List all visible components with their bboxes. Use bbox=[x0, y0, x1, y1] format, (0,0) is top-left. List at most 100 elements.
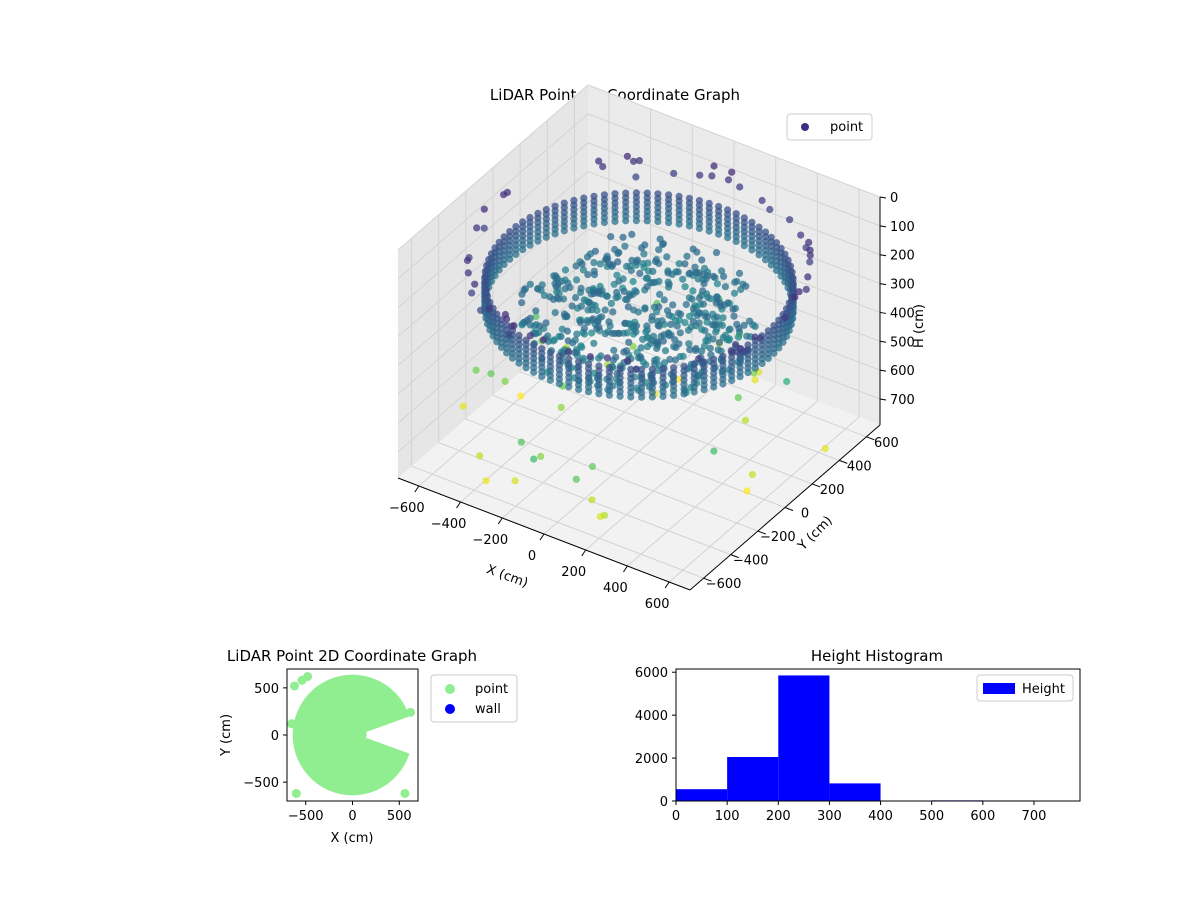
lidar-point bbox=[460, 403, 467, 410]
lidar-point bbox=[637, 353, 644, 360]
lidar-point bbox=[532, 307, 539, 314]
lidar-point bbox=[652, 258, 659, 265]
chart-3d-z-tick bbox=[880, 370, 886, 371]
lidar-point bbox=[536, 322, 543, 329]
lidar-point bbox=[655, 322, 662, 329]
lidar-point bbox=[786, 216, 793, 223]
lidar-point bbox=[653, 339, 660, 346]
lidar-point bbox=[655, 246, 662, 253]
lidar-point bbox=[702, 337, 709, 344]
histogram-bar bbox=[829, 783, 880, 801]
chart-2d-x-tick-label: 500 bbox=[387, 809, 412, 824]
lidar-point bbox=[613, 294, 620, 301]
lidar-point bbox=[698, 256, 705, 263]
lidar-point bbox=[619, 234, 626, 241]
lidar-point bbox=[675, 310, 682, 317]
chart-3d: LiDAR Point 3D Coordinate Graph −600−400… bbox=[389, 85, 927, 612]
lidar-point bbox=[736, 183, 743, 190]
lidar-point bbox=[616, 330, 623, 337]
lidar-point bbox=[696, 172, 703, 179]
lidar-point bbox=[719, 322, 726, 329]
lidar-point bbox=[679, 276, 686, 283]
lidar-point bbox=[667, 321, 674, 328]
lidar-point bbox=[587, 353, 594, 360]
lidar-point bbox=[633, 217, 640, 224]
lidar-point bbox=[558, 333, 565, 340]
lidar-point bbox=[737, 373, 744, 380]
chart-3d-x-tick bbox=[665, 582, 669, 588]
lidar-point bbox=[663, 253, 670, 260]
lidar-point bbox=[741, 242, 748, 249]
lidar-point bbox=[471, 281, 478, 288]
lidar-point bbox=[608, 300, 615, 307]
lidar-point bbox=[680, 390, 687, 397]
lidar-point bbox=[733, 238, 740, 245]
chart-3d-z-tick-label: 100 bbox=[890, 220, 915, 235]
lidar-point bbox=[601, 512, 608, 519]
lidar-point bbox=[765, 355, 772, 362]
lidar-point bbox=[681, 260, 688, 267]
lidar-point bbox=[726, 326, 733, 333]
lidar-point bbox=[482, 477, 489, 484]
lidar-point bbox=[724, 299, 731, 306]
lidar-point bbox=[635, 308, 642, 315]
chart-3d-x-tick-label: 600 bbox=[645, 597, 670, 612]
lidar-point bbox=[681, 319, 688, 326]
lidar-point bbox=[803, 286, 810, 293]
lidar-point bbox=[592, 248, 599, 255]
scatter-point bbox=[287, 719, 296, 728]
lidar-point bbox=[621, 288, 628, 295]
lidar-point bbox=[638, 344, 645, 351]
lidar-point bbox=[589, 315, 596, 322]
chart-2d-y-tick-label: 0 bbox=[271, 729, 279, 744]
lidar-point bbox=[605, 318, 612, 325]
chart-3d-z-tick bbox=[880, 312, 886, 313]
lidar-point bbox=[720, 273, 727, 280]
lidar-point bbox=[736, 270, 743, 277]
lidar-point bbox=[624, 357, 631, 364]
lidar-point bbox=[749, 471, 756, 478]
histogram-x-tick-label: 200 bbox=[766, 809, 791, 824]
histogram-bar bbox=[727, 757, 778, 801]
lidar-point bbox=[620, 348, 627, 355]
chart-3d-z-label: H (cm) bbox=[912, 304, 927, 348]
lidar-point bbox=[766, 206, 773, 213]
lidar-point bbox=[687, 270, 694, 277]
lidar-point bbox=[715, 231, 722, 238]
lidar-point bbox=[625, 303, 632, 310]
chart-3d-x-tick-label: −200 bbox=[472, 533, 508, 548]
lidar-point bbox=[509, 355, 516, 362]
point-cloud-area bbox=[293, 675, 410, 796]
lidar-point bbox=[677, 329, 684, 336]
histogram-y-tick-label: 4000 bbox=[635, 709, 668, 724]
lidar-point bbox=[666, 281, 673, 288]
lidar-point bbox=[588, 496, 595, 503]
lidar-point bbox=[641, 305, 648, 312]
lidar-point bbox=[708, 172, 715, 179]
lidar-point bbox=[716, 339, 723, 346]
chart-2d-legend-marker-point bbox=[445, 684, 455, 694]
lidar-point bbox=[806, 258, 813, 265]
lidar-point bbox=[578, 285, 585, 292]
scatter-point bbox=[290, 681, 299, 690]
lidar-point bbox=[580, 222, 587, 229]
lidar-point bbox=[534, 285, 541, 292]
lidar-point bbox=[751, 376, 758, 383]
lidar-point bbox=[517, 392, 524, 399]
lidar-point bbox=[655, 303, 662, 310]
lidar-point bbox=[704, 294, 711, 301]
chart-3d-z-tick bbox=[880, 284, 886, 285]
lidar-point bbox=[464, 257, 471, 264]
histogram-x-tick-label: 400 bbox=[868, 809, 893, 824]
lidar-point bbox=[633, 366, 640, 373]
lidar-point bbox=[554, 294, 561, 301]
lidar-point bbox=[690, 246, 697, 253]
chart-3d-z-tick bbox=[880, 255, 886, 256]
lidar-point bbox=[691, 388, 698, 395]
histogram-legend: Height bbox=[977, 675, 1073, 701]
lidar-point bbox=[696, 294, 703, 301]
lidar-point bbox=[669, 301, 676, 308]
chart-3d-z-tick-label: 600 bbox=[890, 364, 915, 379]
chart-3d-z-tick-label: 200 bbox=[890, 249, 915, 264]
lidar-point bbox=[485, 305, 492, 312]
